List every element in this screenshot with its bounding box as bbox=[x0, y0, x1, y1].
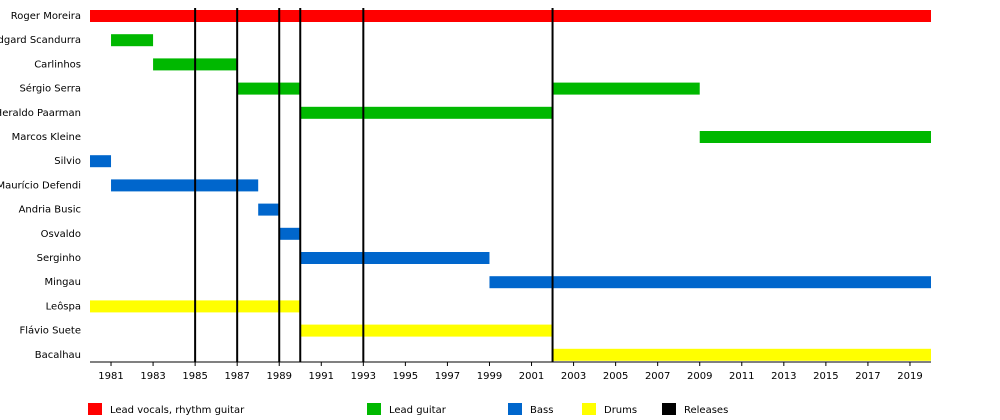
x-tick-label: 2017 bbox=[855, 371, 880, 382]
legend-swatch bbox=[367, 403, 381, 415]
bar bbox=[90, 10, 931, 22]
bar bbox=[552, 82, 700, 95]
member-label: Marcos Kleine bbox=[12, 132, 81, 143]
legend-swatch bbox=[508, 403, 522, 415]
legend-swatch bbox=[88, 403, 102, 415]
bar bbox=[111, 34, 154, 47]
x-tick-label: 2019 bbox=[897, 371, 922, 382]
x-tick-label: 1989 bbox=[266, 371, 291, 382]
legend-label: Releases bbox=[684, 405, 728, 416]
x-tick-label: 2005 bbox=[603, 371, 628, 382]
member-label: Leôspa bbox=[46, 300, 81, 312]
x-tick-label: 1991 bbox=[309, 371, 334, 382]
bar bbox=[699, 131, 931, 143]
bar bbox=[300, 252, 490, 264]
x-tick-label: 2011 bbox=[729, 371, 754, 382]
legend-label: Drums bbox=[604, 405, 637, 416]
x-tick-label: 2013 bbox=[771, 371, 796, 382]
member-label: Edgard Scandurra bbox=[0, 35, 81, 46]
member-label: Andria Busic bbox=[19, 205, 81, 216]
bar bbox=[258, 203, 280, 216]
member-label: Silvio bbox=[54, 156, 81, 167]
x-tick-label: 1985 bbox=[182, 371, 207, 382]
x-tick-label: 1987 bbox=[224, 371, 249, 382]
member-label: Bacalhau bbox=[35, 350, 81, 361]
bar bbox=[300, 324, 553, 337]
member-label: Carlinhos bbox=[34, 59, 81, 70]
x-tick-label: 1983 bbox=[140, 371, 165, 382]
x-tick-label: 1993 bbox=[351, 371, 376, 382]
member-label: Osvaldo bbox=[41, 229, 81, 240]
bar bbox=[90, 155, 112, 168]
bar bbox=[552, 348, 931, 361]
legend-label: Bass bbox=[530, 405, 553, 416]
bar bbox=[237, 82, 301, 95]
x-tick-label: 1981 bbox=[98, 371, 123, 382]
legend-label: Lead vocals, rhythm guitar bbox=[110, 405, 245, 416]
x-tick-label: 2009 bbox=[687, 371, 712, 382]
bar bbox=[279, 227, 301, 240]
x-tick-label: 1997 bbox=[435, 371, 460, 382]
x-tick-label: 2003 bbox=[561, 371, 586, 382]
member-label: Sérgio Serra bbox=[19, 83, 81, 95]
x-tick-label: 1995 bbox=[393, 371, 418, 382]
x-tick-label: 2001 bbox=[519, 371, 544, 382]
member-label: Maurício Defendi bbox=[0, 179, 81, 191]
x-tick-label: 2007 bbox=[645, 371, 670, 382]
member-label: Heraldo Paarman bbox=[0, 108, 81, 119]
member-label: Flávio Suete bbox=[19, 325, 81, 337]
bar bbox=[489, 276, 931, 289]
x-tick-label: 1999 bbox=[477, 371, 502, 382]
member-label: Roger Moreira bbox=[11, 11, 81, 22]
bar bbox=[111, 179, 259, 192]
legend-swatch bbox=[662, 403, 676, 415]
bar bbox=[300, 106, 553, 119]
legend-label: Lead guitar bbox=[389, 405, 447, 416]
member-label: Serginho bbox=[37, 253, 81, 264]
legend-swatch bbox=[582, 403, 596, 415]
x-tick-label: 2015 bbox=[813, 371, 838, 382]
member-label: Mingau bbox=[44, 277, 81, 288]
